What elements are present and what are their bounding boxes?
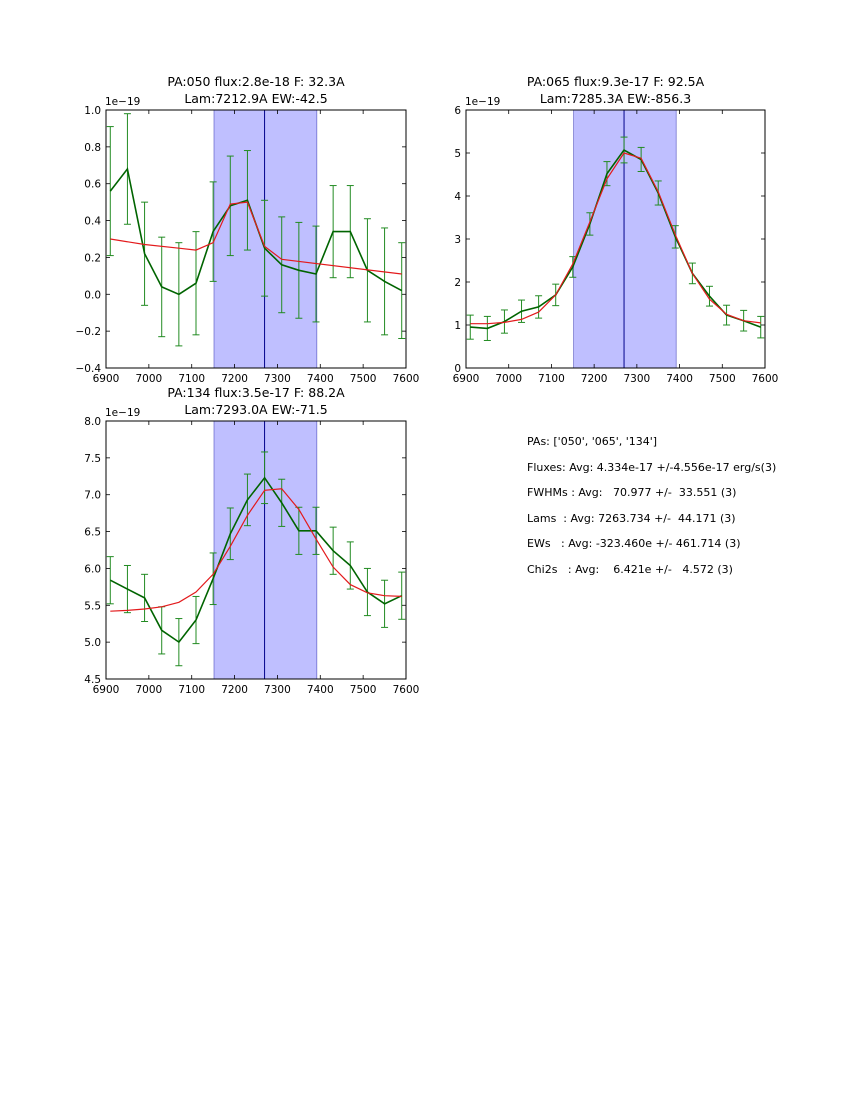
series-data-line <box>470 148 761 330</box>
y-tick-label: 6.5 <box>84 527 101 539</box>
x-tick-label: 7200 <box>221 373 248 385</box>
y-tick-label: 7.0 <box>84 490 101 502</box>
chart-panel-3: PA:134 flux:3.5e-17 F: 88.2A Lam:7293.0A … <box>84 385 419 696</box>
x-tick-label: 7400 <box>307 373 334 385</box>
y-tick-label: 1.0 <box>84 105 101 117</box>
summary-pas: PAs: ['050', '065', '134'] <box>527 435 658 448</box>
y-tick-label: 4.5 <box>84 674 101 686</box>
fit-window-band <box>213 109 318 369</box>
y-offset-label: 1e−19 <box>105 96 140 108</box>
y-tick-label: 6.0 <box>84 563 101 575</box>
x-tick-label: 6900 <box>93 684 120 696</box>
y-tick-label: 0.4 <box>84 216 101 228</box>
summary-ews: EWs : Avg: -323.460e +/- 461.714 (3) <box>527 537 741 551</box>
fit-window-band <box>573 109 677 369</box>
x-tick-label: 7300 <box>623 373 650 385</box>
x-tick-label: 7100 <box>538 373 565 385</box>
series-fit-line <box>470 152 761 325</box>
x-tick-label: 7500 <box>350 373 377 385</box>
x-tick-label: 7600 <box>752 373 779 385</box>
x-tick-label: 7500 <box>709 373 736 385</box>
chart-title-line-1: PA:134 flux:3.5e-17 F: 88.2A <box>167 385 345 400</box>
x-tick-label: 7300 <box>264 373 291 385</box>
chart-title-line-2: Lam:7212.9A EW:-42.5 <box>184 91 327 106</box>
chart-panel-2: PA:065 flux:9.3e-17 F: 92.5A Lam:7285.3A … <box>453 74 779 385</box>
summary-fwhms: FWHMs : Avg: 70.977 +/- 33.551 (3) <box>527 486 737 500</box>
y-offset-label: 1e−19 <box>105 407 140 419</box>
y-tick-label: 5.0 <box>84 637 101 649</box>
summary-stats: PAs: ['050', '065', '134'] Fluxes: Avg: … <box>527 435 776 589</box>
x-tick-label: 7000 <box>135 373 162 385</box>
x-tick-label: 7200 <box>581 373 608 385</box>
y-tick-label: 8.0 <box>84 416 101 428</box>
y-tick-label: 0.2 <box>84 252 101 264</box>
y-tick-label: 0.6 <box>84 179 101 191</box>
chart-title-line-1: PA:065 flux:9.3e-17 F: 92.5A <box>527 74 705 89</box>
y-tick-label: 2 <box>454 277 461 289</box>
y-tick-label: 3 <box>454 234 461 246</box>
y-tick-label: 0.0 <box>84 289 101 301</box>
summary-chi2s: Chi2s : Avg: 6.421e +/- 4.572 (3) <box>527 562 733 576</box>
x-tick-label: 7300 <box>264 684 291 696</box>
x-tick-label: 6900 <box>93 373 120 385</box>
summary-fluxes: Fluxes: Avg: 4.334e-17 +/-4.556e-17 erg/… <box>527 460 777 474</box>
x-tick-label: 7500 <box>350 684 377 696</box>
chart-title-line-2: Lam:7285.3A EW:-856.3 <box>540 91 691 106</box>
axes-frame <box>465 109 766 369</box>
chart-panel-1: PA:050 flux:2.8e-18 F: 32.3A Lam:7212.9A … <box>76 74 420 385</box>
x-tick-label: 7400 <box>666 373 693 385</box>
x-tick-label: 7400 <box>307 684 334 696</box>
x-tick-label: 7000 <box>135 684 162 696</box>
series-data-line <box>109 476 403 644</box>
y-offset-label: 1e−19 <box>465 96 500 108</box>
series-fit-line <box>110 201 402 275</box>
y-tick-label: 0 <box>454 363 461 375</box>
y-tick-label: −0.2 <box>76 326 102 338</box>
chart-title-line-1: PA:050 flux:2.8e-18 F: 32.3A <box>167 74 345 89</box>
axes-frame <box>105 420 407 680</box>
y-tick-label: 6 <box>454 105 461 117</box>
y-tick-label: 0.8 <box>84 142 101 154</box>
chart-title-line-2: Lam:7293.0A EW:-71.5 <box>184 402 327 417</box>
series-fit-line <box>110 488 402 612</box>
y-tick-label: 4 <box>454 191 461 203</box>
x-tick-label: 7600 <box>393 373 420 385</box>
fit-window-band <box>213 420 318 680</box>
x-tick-label: 7200 <box>221 684 248 696</box>
x-tick-label: 7100 <box>178 684 205 696</box>
x-tick-label: 7100 <box>178 373 205 385</box>
x-tick-label: 6900 <box>453 373 480 385</box>
y-tick-label: −0.4 <box>76 363 102 375</box>
y-tick-label: 7.5 <box>84 453 101 465</box>
summary-lams: Lams : Avg: 7263.734 +/- 44.171 (3) <box>527 511 736 525</box>
y-tick-label: 1 <box>454 320 461 332</box>
y-tick-label: 5 <box>454 148 461 160</box>
x-tick-label: 7600 <box>393 684 420 696</box>
x-tick-label: 7000 <box>495 373 522 385</box>
axes-frame <box>105 109 407 369</box>
y-tick-label: 5.5 <box>84 600 101 612</box>
